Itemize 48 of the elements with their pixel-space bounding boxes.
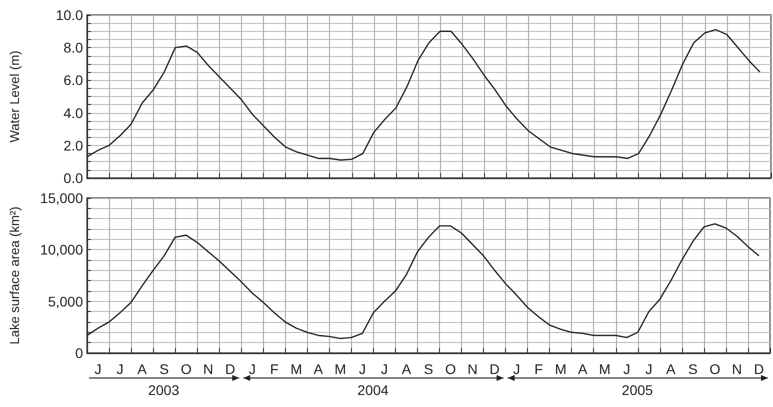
x-tick-label: D <box>225 361 236 377</box>
y-tick-label: 5,000 <box>48 293 84 310</box>
x-tick-label: S <box>688 361 698 377</box>
x-tick-label: J <box>358 361 366 377</box>
y-tick-label: 10,000 <box>40 242 84 258</box>
x-tick-label: O <box>445 361 456 377</box>
x-tick-label: S <box>159 361 169 377</box>
x-tick-label: N <box>203 361 214 377</box>
text: 2003 <box>148 382 180 398</box>
y-tick-label: 2.0 <box>64 137 84 154</box>
y-tick-label: 8.0 <box>64 40 84 56</box>
x-tick-label: J <box>116 361 124 377</box>
y-tick-label: 15,000 <box>40 190 84 206</box>
x-tick-label: F <box>534 361 543 377</box>
x-tick-label: J <box>380 361 388 377</box>
line-series <box>86 223 760 340</box>
y-axis-title: Lake surface area (km²) <box>7 206 22 344</box>
x-tick-label: F <box>270 361 279 377</box>
x-tick-label: M <box>554 361 567 377</box>
y-tick-label: 0.0 <box>64 170 84 186</box>
x-tick-label: N <box>732 361 742 377</box>
y-tick-label: 10.0 <box>56 7 84 23</box>
x-tick-label: J <box>513 361 520 377</box>
line-series <box>86 29 761 161</box>
x-tick-label: M <box>334 361 346 377</box>
x-tick-label: A <box>402 361 412 377</box>
x-tick-label: J <box>94 361 102 377</box>
y-tick-label: 0 <box>75 345 84 361</box>
x-tick-label: M <box>598 361 611 377</box>
x-tick-label: M <box>290 361 302 377</box>
x-tick-label: N <box>468 361 478 377</box>
x-tick-label: D <box>490 361 500 377</box>
x-tick-label: D <box>754 361 764 377</box>
x-tick-label: J <box>248 361 256 377</box>
y-axis-title: Water Level (m) <box>7 50 22 142</box>
x-tick-label: S <box>424 361 434 377</box>
y-tick-label: 4.0 <box>64 104 84 121</box>
x-tick-label: A <box>137 361 148 377</box>
x-tick-label: J <box>645 361 652 377</box>
x-tick-label: A <box>578 361 588 377</box>
x-tick-label: A <box>666 361 676 377</box>
x-tick-label: O <box>709 361 720 377</box>
y-tick-label: 6.0 <box>64 72 84 88</box>
text: 2004 <box>357 382 389 398</box>
text: 2005 <box>622 382 654 398</box>
x-tick-label: A <box>314 361 324 377</box>
x-tick-label: J <box>623 361 630 377</box>
x-tick-label: O <box>180 361 192 377</box>
